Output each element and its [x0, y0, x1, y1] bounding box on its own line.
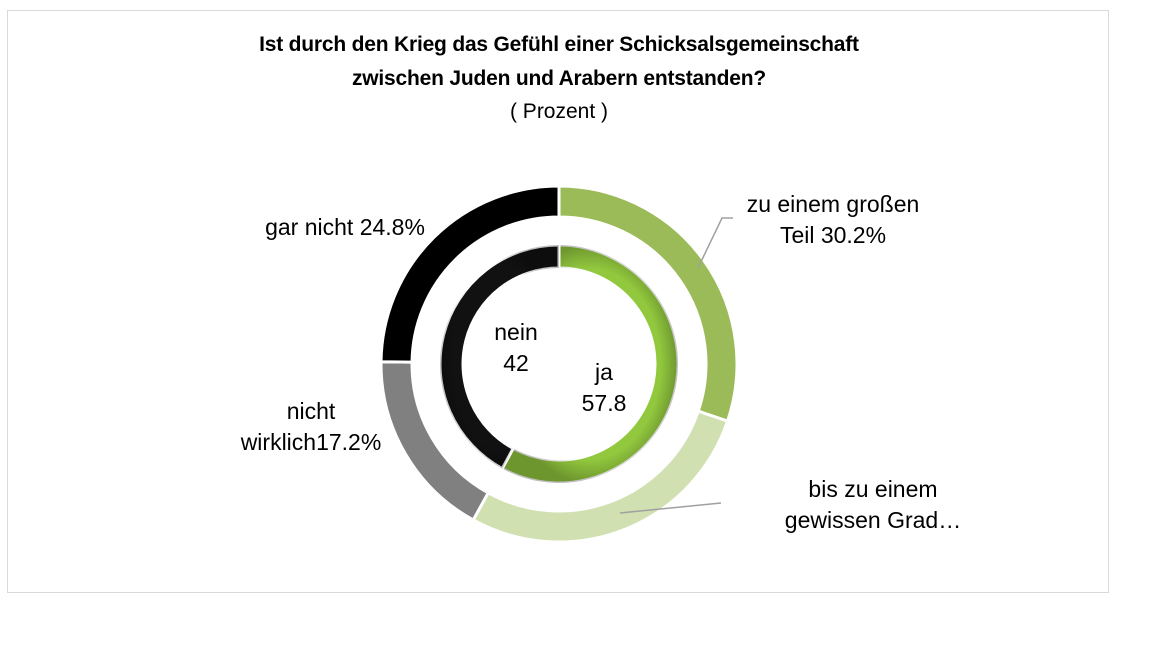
- slice-shading-nein: [439, 245, 559, 469]
- label-ja-value: 57.8: [581, 390, 627, 416]
- slice-shading-ja: [502, 245, 679, 483]
- label-zu-einem-grossen-teil-line-2: Teil 30.2%: [779, 222, 887, 248]
- label-bis-zu-einem-gewissen-grad: bis zu einem gewissen Grad…: [785, 474, 961, 536]
- label-nicht-wirklich-line-2: wirklich17.2%: [240, 429, 382, 455]
- leader-line-bis-zu-einem-gewissen-grad: [619, 502, 722, 514]
- chart-frame: [7, 10, 1109, 593]
- label-ja-name: ja: [595, 359, 613, 385]
- chart-title-line-2: zwischen Juden und Arabern entstanden?: [351, 67, 766, 90]
- label-bis-zu-einem-gewissen-grad-line-2: gewissen Grad…: [784, 507, 962, 533]
- label-nicht-wirklich: nicht wirklich17.2%: [241, 396, 382, 458]
- label-gar-nicht-line: gar nicht 24.8%: [265, 214, 425, 240]
- label-zu-einem-grossen-teil: zu einem großen Teil 30.2%: [747, 189, 920, 251]
- label-bis-zu-einem-gewissen-grad-line-1: bis zu einem: [808, 476, 938, 502]
- outer-ring: [379, 184, 739, 544]
- chart-subtitle: ( Prozent ): [509, 100, 609, 123]
- slice-gar-nicht: [379, 184, 561, 364]
- label-nicht-wirklich-line-1: nicht: [286, 398, 336, 424]
- chart-title-line-1: Ist durch den Krieg das Gefühl einer Sch…: [259, 33, 859, 56]
- inner-ring: [438, 243, 680, 485]
- label-nein: nein 42: [494, 317, 537, 379]
- label-gar-nicht: gar nicht 24.8%: [265, 212, 425, 243]
- label-nein-value: 42: [503, 350, 529, 376]
- leader-line-zu-einem-grossen-teil: [697, 217, 733, 269]
- label-zu-einem-grossen-teil-line-1: zu einem großen: [746, 191, 920, 217]
- label-ja: ja 57.8: [582, 357, 627, 419]
- label-nein-name: nein: [494, 319, 538, 345]
